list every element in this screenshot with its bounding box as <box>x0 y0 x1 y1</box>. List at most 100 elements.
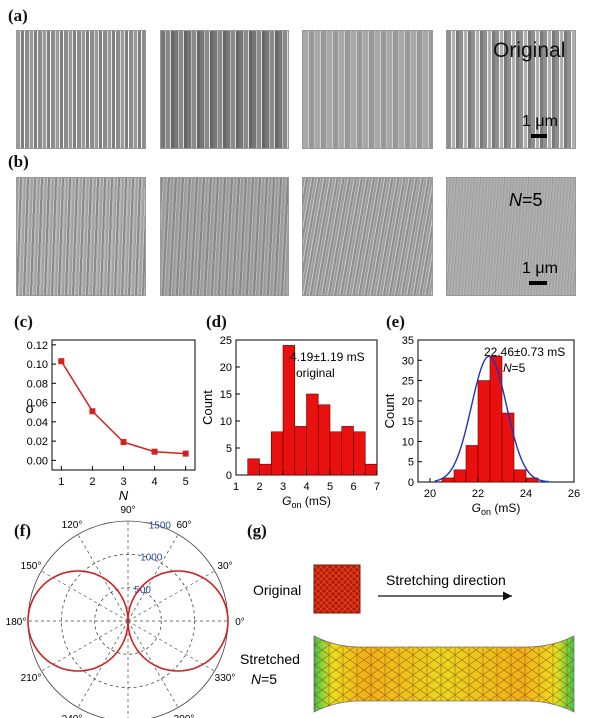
g-n5-label: N=5 <box>251 671 277 687</box>
d-ytick-label: 25 <box>220 335 232 347</box>
e-bar <box>501 412 515 483</box>
g-stretched-label: Stretched <box>240 651 300 667</box>
panel-c-label: (c) <box>14 312 33 331</box>
chart-e: 0 5 10 15 20 25 30 35 20 22 24 26 Count Gon (mS) 22.46… <box>382 335 580 517</box>
c-data-point <box>58 358 65 365</box>
d-ytick-label: 20 <box>220 362 232 374</box>
e-ytick-label: 30 <box>402 355 414 367</box>
f-angle-label: 180° <box>6 617 27 628</box>
stretching-arrowhead <box>503 591 512 601</box>
d-ytick-label: 10 <box>220 416 232 428</box>
sem-image-b3 <box>302 177 433 296</box>
f-angle-label: 120° <box>62 520 83 531</box>
f-r-gridcircle <box>94 587 162 655</box>
f-angle-label: 30° <box>217 561 232 572</box>
c-xtick-label: 3 <box>120 476 126 488</box>
d-xlabel: Gon (mS) <box>282 494 331 510</box>
d-bar <box>364 463 378 476</box>
panel-g: Original Stretching direction Stretched … <box>240 564 575 713</box>
original-sample <box>313 564 361 614</box>
f-angle-label: 90° <box>120 505 135 516</box>
e-bar <box>465 445 479 483</box>
e-annotation-2: N=5 <box>503 361 526 375</box>
d-bar <box>329 431 343 476</box>
panel-g-label: (g) <box>247 521 267 540</box>
d-bar <box>306 393 319 476</box>
g-direction-label: Stretching direction <box>386 572 506 588</box>
scale-bar-b-label: 1 μm <box>522 260 558 277</box>
c-ytick-label: 0.04 <box>27 417 48 429</box>
n5-label-italic: N <box>509 190 522 210</box>
f-r-label: 1500 <box>149 520 172 531</box>
d-xtick-label: 1 <box>233 481 239 493</box>
c-frame <box>51 339 196 471</box>
c-xtick-label: 1 <box>58 476 64 488</box>
c-ytick-label: 0.08 <box>27 378 48 390</box>
c-ytick-label: 0.12 <box>27 340 48 352</box>
d-annotation-2: original <box>296 366 335 380</box>
e-xtick-label: 22 <box>472 488 484 500</box>
e-xtick-label: 20 <box>424 488 436 500</box>
scale-bar-a-label: 1 μm <box>522 113 558 130</box>
d-ytick-label: 0 <box>226 470 232 482</box>
c-ytick-label: 0.10 <box>27 359 48 371</box>
e-bar <box>477 380 491 483</box>
d-bar <box>270 431 284 476</box>
e-gaussian-fit <box>434 355 549 483</box>
d-bar <box>341 426 354 476</box>
d-xtick-label: 5 <box>327 481 333 493</box>
f-angle-spoke <box>41 570 129 622</box>
g-n5-italic: N <box>251 671 262 687</box>
e-ytick-label: 20 <box>402 396 414 408</box>
d-xtick-label: 6 <box>350 481 356 493</box>
sem-image-b4: N=5 1 μm <box>446 177 576 296</box>
chart-f: 0°30°60°90°120°150°180°210°240°270°300°3… <box>6 505 245 718</box>
panel-f-label: (f) <box>14 521 31 540</box>
e-annotation-1: 22.46±0.73 mS <box>484 345 565 359</box>
g-original-label: Original <box>253 582 301 598</box>
g-n5-rest: =5 <box>261 671 277 687</box>
f-angle-label: 300° <box>174 714 195 718</box>
e-xtick-label: 24 <box>520 488 532 500</box>
d-bar <box>259 463 272 476</box>
f-angle-label: 0° <box>235 617 245 628</box>
d-xtick-label: 2 <box>256 481 262 493</box>
panel-b-label: (b) <box>8 152 29 171</box>
sem-image-b2 <box>160 177 289 296</box>
n5-label-rest: =5 <box>522 190 543 210</box>
c-xtick-label: 2 <box>89 476 95 488</box>
e-xtick-label: 26 <box>568 488 580 500</box>
chart-d: 0 5 10 15 20 25 1 2 3 4 5 6 7 Count Gon (mS) 4.19±1.19 … <box>200 335 380 510</box>
e-ylabel: Count <box>382 393 397 428</box>
e-ytick-label: 25 <box>402 376 414 388</box>
f-angle-label: 240° <box>62 714 83 718</box>
c-ytick-label: 0.06 <box>27 398 48 410</box>
d-bar <box>294 426 307 476</box>
sem-image-b1 <box>16 177 146 296</box>
f-angle-spoke <box>41 620 129 672</box>
e-xlabel: Gon (mS) <box>472 501 521 517</box>
d-bar <box>247 458 260 476</box>
f-angle-label: 60° <box>176 520 191 531</box>
sem-image-a4: Original 1 μm <box>446 30 576 149</box>
e-ytick-label: 5 <box>408 457 414 469</box>
sem-image-a1 <box>16 30 146 149</box>
d-ytick-label: 5 <box>226 443 232 455</box>
d-bar <box>353 431 366 476</box>
panel-a-label: (a) <box>8 6 28 25</box>
e-bar <box>453 469 467 483</box>
e-ytick-label: 10 <box>402 436 414 448</box>
c-data-point <box>151 448 158 455</box>
e-ytick-label: 15 <box>402 416 414 428</box>
f-polar-curve <box>27 570 229 672</box>
e-ytick-label: 0 <box>408 477 414 489</box>
e-bar <box>489 355 503 483</box>
d-xtick-label: 4 <box>303 481 309 493</box>
d-ylabel: Count <box>200 390 215 425</box>
c-ytick-label: 0.00 <box>27 455 48 467</box>
c-data-point <box>89 408 96 415</box>
f-r-label: 1000 <box>140 553 163 564</box>
panel-d-label: (d) <box>206 312 227 331</box>
d-bar <box>282 345 296 476</box>
e-bar <box>513 469 527 483</box>
